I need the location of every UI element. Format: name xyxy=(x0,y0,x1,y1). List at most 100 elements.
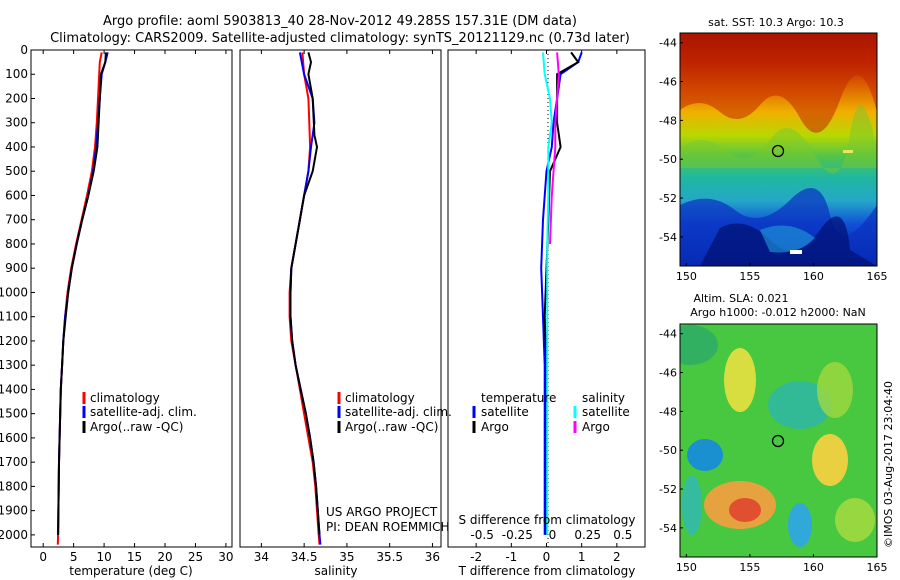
map-x-tick-label: 150 xyxy=(676,270,697,283)
x-tick-label: 36 xyxy=(425,550,440,564)
legend-label-sal-argo: Argo xyxy=(582,420,610,434)
legend-label-argo: Argo(..raw -QC) xyxy=(345,420,438,434)
y-tick-label: 400 xyxy=(5,140,28,154)
y-tick-label: 900 xyxy=(5,261,28,275)
x-tick-label: 35.5 xyxy=(376,550,403,564)
sst-x-axis: 150 155 160 165 xyxy=(676,263,888,283)
sla-field xyxy=(680,324,877,557)
salinity-legend: climatology satellite-adj. clim. Argo(..… xyxy=(337,391,452,434)
difference-legend: temperature satellite Argo salinity sate… xyxy=(472,391,630,434)
map-y-tick-label: -48 xyxy=(659,114,677,127)
legend-label-satellite: satellite-adj. clim. xyxy=(345,405,452,419)
y-tick-label: 600 xyxy=(5,188,28,202)
temperature-axes xyxy=(30,49,233,548)
map-x-tick-label: 165 xyxy=(867,561,888,574)
sla-y-axis: -44 -46 -48 -50 -52 -54 xyxy=(659,328,683,535)
legend-label-satellite: satellite-adj. clim. xyxy=(90,405,197,419)
sla-map-title: Altim. SLA: 0.021 xyxy=(693,292,788,305)
temperature-x-axis: 0 5 10 15 20 25 30 xyxy=(39,50,234,564)
top-tick-label: 0.5 xyxy=(613,528,632,542)
sla-x-axis: 150 155 160 165 xyxy=(676,554,888,574)
map-y-tick-label: -52 xyxy=(659,483,677,496)
legend-label-argo: Argo(..raw -QC) xyxy=(90,420,183,434)
salinity-x-axis: 34 34.5 35 35.5 36 xyxy=(254,50,440,564)
y-tick-label: 0 xyxy=(20,43,28,57)
sst-map-axes xyxy=(679,32,878,267)
map-y-tick-label: -50 xyxy=(659,444,677,457)
y-tick-label: 500 xyxy=(5,164,28,178)
y-tick-label: 1100 xyxy=(0,310,28,324)
map-x-tick-label: 150 xyxy=(676,561,697,574)
temperature-xlabel: temperature (deg C) xyxy=(69,564,192,578)
map-y-tick-label: -46 xyxy=(659,76,677,89)
map-y-tick-label: -48 xyxy=(659,405,677,418)
top-tick-label: -0.5 xyxy=(470,528,493,542)
profile-line-argo-raw-qc- xyxy=(289,52,321,535)
profile-line-salinity-argo xyxy=(549,52,560,245)
sst-map-title: sat. SST: 10.3 Argo: 10.3 xyxy=(708,16,844,29)
x-tick-label: 0 xyxy=(543,550,551,564)
legend-label-temp-satellite: satellite xyxy=(481,405,529,419)
depth-axis: 0 100 200 300 400 500 600 700 800 900 1000 1100 1200… xyxy=(0,43,35,542)
float-location-marker xyxy=(771,144,785,158)
legend-label-climatology: climatology xyxy=(90,391,160,405)
map-y-tick-label: -54 xyxy=(659,522,677,535)
x-tick-label: 10 xyxy=(96,550,111,564)
x-tick-label: -1 xyxy=(505,550,517,564)
map-y-tick-label: -44 xyxy=(659,328,677,341)
y-tick-label: 1200 xyxy=(0,334,28,348)
map-x-tick-label: 155 xyxy=(739,561,760,574)
map-y-tick-label: -46 xyxy=(659,367,677,380)
y-tick-label: 700 xyxy=(5,213,28,227)
sst-map-panel: sat. SST: 10.3 Argo: 10.3 150 155 160 165 -… xyxy=(659,16,887,283)
sst-field xyxy=(680,33,877,266)
x-tick-label: 1 xyxy=(578,550,586,564)
temperature-profiles xyxy=(56,52,109,545)
top-tick-label: -0.25 xyxy=(502,528,533,542)
salinity-xlabel: salinity xyxy=(314,564,357,578)
difference-profiles xyxy=(540,51,583,535)
y-tick-label: 1000 xyxy=(0,285,28,299)
t-difference-xlabel: T difference from climatology xyxy=(458,564,636,578)
top-tick-label: 0.25 xyxy=(574,528,601,542)
float-location-marker xyxy=(771,434,785,448)
title-line-2: Climatology: CARS2009. Satellite-adjuste… xyxy=(50,31,630,46)
legend-title-salinity: salinity xyxy=(582,391,625,405)
x-tick-label: 15 xyxy=(127,550,142,564)
title-line-1: Argo profile: aoml 5903813_40 28-Nov-201… xyxy=(103,14,577,29)
difference-x-axis: -2 -1 0 1 2 xyxy=(470,50,621,564)
salinity-profiles xyxy=(288,52,322,545)
project-credit: US ARGO PROJECT xyxy=(326,505,438,519)
profile-line-climatology xyxy=(56,52,103,545)
map-y-tick-label: -54 xyxy=(659,231,677,244)
y-tick-label: 1600 xyxy=(0,431,28,445)
profile-line-temperature-satellite xyxy=(540,52,583,535)
sla-map-subtitle: Argo h1000: -0.012 h2000: NaN xyxy=(690,306,866,319)
legend-label-sal-satellite: satellite xyxy=(582,405,630,419)
map-y-tick-label: -52 xyxy=(659,192,677,205)
y-tick-label: 1900 xyxy=(0,504,28,518)
x-tick-label: 2 xyxy=(613,550,621,564)
y-tick-label: 300 xyxy=(5,116,28,130)
legend-label-climatology: climatology xyxy=(345,391,415,405)
x-tick-label: 34.5 xyxy=(291,550,318,564)
sla-map-panel: Altim. SLA: 0.021 Argo h1000: -0.012 h20… xyxy=(659,292,887,574)
pi-credit: PI: DEAN ROEMMICH xyxy=(326,520,449,534)
y-tick-label: 1400 xyxy=(0,382,28,396)
y-tick-label: 1300 xyxy=(0,358,28,372)
x-tick-label: 34 xyxy=(254,550,269,564)
map-x-tick-label: 155 xyxy=(739,270,760,283)
salinity-panel: 34 34.5 35 35.5 36 salinity climatology sate… xyxy=(239,49,452,578)
legend-title-temperature: temperature xyxy=(481,391,556,405)
y-tick-label: 2000 xyxy=(0,528,28,542)
map-x-tick-label: 160 xyxy=(803,270,824,283)
x-tick-label: 35 xyxy=(339,550,354,564)
salinity-axes xyxy=(239,49,442,548)
temperature-panel: 0100200300400500600700800900100011001200… xyxy=(0,43,234,578)
difference-panel: -2 -1 0 1 2 -0.5 -0.25 0 0.25 0.5 T difference f… xyxy=(447,49,646,578)
x-tick-label: 5 xyxy=(70,550,78,564)
legend-label-temp-argo: Argo xyxy=(481,420,509,434)
sla-map-axes xyxy=(679,323,878,558)
map-x-tick-label: 165 xyxy=(867,270,888,283)
